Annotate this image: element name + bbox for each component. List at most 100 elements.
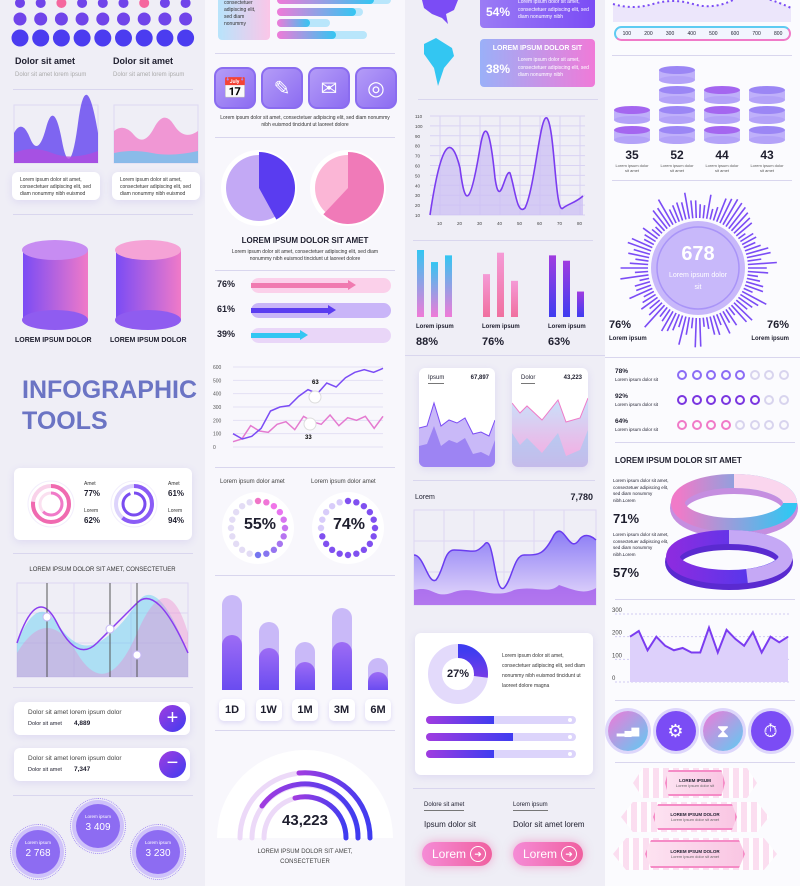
- timeframe-button[interactable]: 1M: [292, 699, 318, 721]
- dial-dot: [360, 502, 368, 510]
- burst-ray: [698, 317, 702, 347]
- rating-ring: [778, 420, 789, 430]
- timeframe-button[interactable]: 3M: [328, 699, 355, 721]
- dot: [52, 29, 70, 47]
- dial-dot: [276, 540, 284, 548]
- text-card: Lorem ipsum dolor sit amet, consectetuer…: [12, 172, 100, 200]
- burst-ray: [629, 262, 649, 266]
- region-card: 54% Lorem ipsum dolor sit amet, consecte…: [480, 0, 595, 28]
- disc-bottom: [704, 136, 740, 144]
- dial-dot: [229, 533, 236, 540]
- region-pct: 54%: [486, 5, 511, 19]
- dot-row-label: Lorem ipsum dolor sit: [615, 377, 659, 382]
- dot: [137, 12, 151, 26]
- dial-dot: [270, 546, 278, 554]
- hourglass-icon[interactable]: ⧗: [703, 711, 743, 751]
- rating-ring: [778, 370, 789, 380]
- dial-dot: [319, 516, 326, 523]
- dial-dot: [353, 550, 360, 557]
- wave-area-chart: [413, 509, 597, 606]
- disc-bottom: [659, 76, 695, 84]
- column-3: 54% Lorem ipsum dolor sit amet, consecte…: [405, 0, 605, 886]
- burst-ray: [620, 274, 649, 280]
- plus-icon[interactable]: +: [159, 705, 186, 732]
- dial-dot: [371, 524, 379, 532]
- slider-handle[interactable]: [568, 735, 572, 739]
- burst-ray: [694, 317, 698, 348]
- region-card: LOREM IPSUM DOLOR SIT 38% Lorem ipsum do…: [480, 39, 595, 87]
- slider-handle[interactable]: [568, 752, 572, 756]
- burst-right-label: Lorem ipsum: [751, 336, 789, 342]
- burst-ray: [634, 270, 649, 274]
- donut-value: 27%: [446, 668, 470, 680]
- dot: [115, 29, 132, 47]
- dial-dot: [322, 508, 330, 516]
- burst-ray: [715, 314, 722, 326]
- ring-chart-purple: [110, 480, 158, 528]
- lorem-button[interactable]: Lorem ➜: [513, 842, 583, 866]
- wave-chart-title: LOREM IPSUM DOLOR SIT AMET, CONSECTETUER: [29, 567, 176, 573]
- dial-dot: [322, 540, 330, 548]
- dial-dot: [276, 508, 284, 516]
- slider-fill: [426, 750, 494, 758]
- foot-text: Dolor sit amet lorem: [513, 820, 585, 829]
- slider-fill: [426, 716, 494, 724]
- y-tick: 10: [415, 213, 421, 218]
- burst-ray: [702, 317, 705, 327]
- burst-ray: [746, 277, 761, 282]
- peak-chart: 110 100 90 80 70 60 50 40 30 20 10 10 20 30 40 50 60 70 80: [415, 114, 585, 226]
- slider-handle[interactable]: [568, 718, 572, 722]
- ring-pct: 71%: [613, 511, 640, 526]
- stat-value: 7,347: [74, 766, 91, 773]
- scale-bar: 100 200 300 400 500 600 700 800: [614, 26, 791, 41]
- timeframe-button[interactable]: 6M: [365, 699, 391, 721]
- burst-ray: [651, 228, 661, 237]
- burst-ray: [744, 284, 764, 293]
- camera-icon[interactable]: ◎: [355, 67, 397, 109]
- bar-inner: [295, 662, 315, 690]
- marker: [308, 390, 322, 404]
- rating-ring: [691, 420, 702, 430]
- marker: [303, 417, 317, 431]
- document-edit-icon[interactable]: ✎: [261, 67, 303, 109]
- burst-ray: [657, 199, 674, 226]
- progress-fill: [277, 7, 357, 16]
- burst-ray: [659, 306, 668, 318]
- bar: [511, 280, 518, 317]
- dial-value: 74%: [332, 516, 366, 533]
- stopwatch-icon[interactable]: ⏱: [750, 711, 791, 751]
- gear-icon[interactable]: ⚙: [655, 711, 696, 751]
- calendar-icon[interactable]: 📅: [214, 67, 256, 109]
- slider-track[interactable]: [426, 750, 576, 758]
- region-pct: 38%: [486, 62, 511, 76]
- minus-icon[interactable]: −: [159, 751, 186, 778]
- burst-ray: [652, 217, 666, 232]
- rating-ring: [735, 420, 745, 430]
- banner-title: LOREM IPSUM DOLOR: [670, 849, 720, 854]
- stack-label: Lorem ipsum dolor sit amet: [615, 163, 649, 173]
- dial-dot: [263, 499, 270, 506]
- ring-pct: 57%: [613, 565, 640, 580]
- dot: [159, 0, 170, 8]
- subheading: Dolor sit amet lorem ipsum: [113, 72, 185, 78]
- rating-ring: [720, 370, 731, 380]
- stat-text: Dolor sit amet lorem ipsum dolor: [28, 709, 122, 716]
- timeframe-button[interactable]: 1W: [255, 699, 282, 721]
- rating-ring: [677, 370, 687, 380]
- card-text: Lorem ipsum dolor sit amet, consectetuer…: [20, 177, 91, 197]
- slider-track[interactable]: [426, 716, 576, 724]
- foot-label: Dolore sit amet: [424, 802, 465, 811]
- mail-icon[interactable]: ✉: [308, 67, 350, 109]
- text-card: Lorem ipsum dolor sit amet, consectetuer…: [112, 172, 200, 200]
- dot: [32, 29, 50, 47]
- zig-line: [629, 624, 789, 656]
- progress-fill: [277, 30, 337, 39]
- lorem-button[interactable]: Lorem ➜: [422, 842, 492, 866]
- timeframe-button[interactable]: 1D: [219, 699, 245, 721]
- rating-ring: [749, 395, 760, 405]
- burst-ray: [745, 247, 769, 255]
- bar: [563, 260, 570, 317]
- stack-value: 35: [625, 148, 639, 162]
- mini-chart-card: Dolor 43,223: [512, 368, 588, 467]
- bar-chart-icon[interactable]: ▂▄▆: [608, 711, 648, 751]
